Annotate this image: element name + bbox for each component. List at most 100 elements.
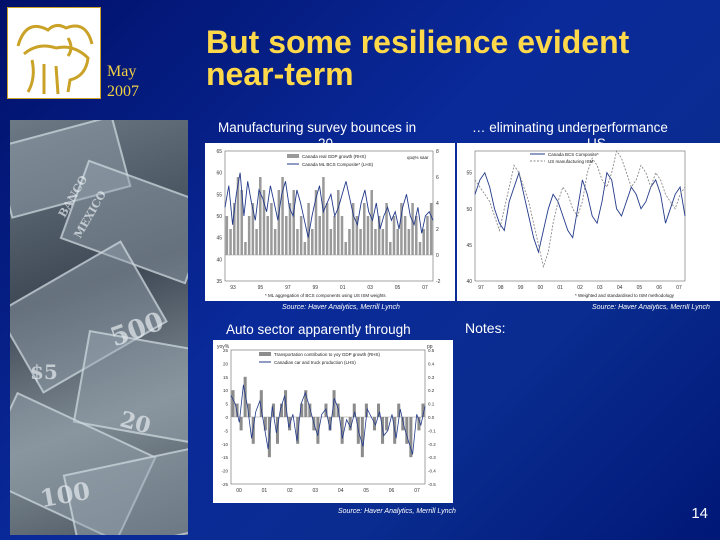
chart3-y-right-tick-label: 0.4	[428, 361, 435, 366]
chart3-y-left-tick-label: -25	[221, 482, 228, 487]
chart1-gdp-bar	[377, 216, 381, 255]
chart3-transport-bar	[364, 403, 368, 417]
chart1-gdp-bar	[251, 203, 255, 255]
chart3-transport-bar	[328, 417, 332, 431]
banknote-collage-image: BANCO MEXICO 500 $5 20 100	[10, 120, 188, 535]
chart1-y-right-tick-label: -2	[436, 279, 441, 285]
chart3-transport-bar	[421, 403, 425, 417]
chart1-gdp-bar	[389, 242, 392, 255]
chart3-transport-bar	[397, 403, 401, 417]
chart3-y-left-tick-label: 15	[223, 375, 229, 380]
chart1-gdp-bar	[307, 203, 310, 255]
chart2-x-tick-label: 03	[597, 285, 603, 291]
chart3-transport-bar	[263, 417, 267, 431]
chart1-gdp-bar	[351, 203, 355, 255]
chart2-x-tick-label: 02	[577, 285, 583, 291]
chart1-footnote: * ML aggregation of BCS components using…	[265, 293, 386, 298]
chart3-x-tick-label: 06	[389, 488, 395, 494]
chart1-gdp-bar	[311, 229, 314, 255]
chart3-x-tick-label: 02	[287, 488, 293, 494]
chart3-x-tick-label: 00	[236, 488, 242, 494]
chart1-gdp-bar	[411, 203, 414, 255]
chart3-transport-bar	[360, 417, 364, 458]
chart1-svg: 35 40 45 50 55 60 65 -2 0 2 4 6 8 93 95 97 99 01 03 05 07 Can…	[216, 149, 441, 298]
chart1-y-right-tick-label: 2	[436, 227, 439, 233]
slide-title-line1: But some resilience evident	[206, 24, 630, 60]
chart2-x-tick-label: 04	[617, 285, 623, 291]
chart1-gdp-bar	[325, 203, 329, 255]
chart3-y-right-tick-label: -0.5	[428, 482, 436, 487]
chart3-transport-bar	[308, 403, 312, 417]
chart1-gdp-bar	[322, 177, 325, 255]
chart3-transport-bar	[259, 390, 263, 417]
chart2-title: … eliminating underperformance US	[472, 120, 717, 144]
chart3-x-tick-label: 03	[313, 488, 319, 494]
chart3-x-tick-label: 05	[363, 488, 369, 494]
chart1-gdp-bar	[363, 203, 366, 255]
chart1-gdp-bar	[273, 229, 277, 255]
chart3-y-right-tick-label: -0.4	[428, 469, 436, 474]
chart1-gdp-bar	[429, 203, 433, 255]
chart3-y-right-tick-label: 0.1	[428, 402, 435, 407]
chart3-transport-bar	[401, 417, 405, 431]
chart2-x-tick-label: 05	[637, 285, 643, 291]
chart1-gdp-bar	[407, 229, 411, 255]
chart3-transport-bar	[340, 417, 344, 444]
chart1-gdp-bar	[392, 216, 396, 255]
chart3-transport-bar	[280, 403, 284, 417]
chart1-y-right-tick-label: 4	[436, 201, 439, 207]
chart2-x-tick-label: 98	[498, 285, 504, 291]
chart3-transport-bar	[300, 403, 304, 417]
chart3-y-right-tick-label: -0.1	[428, 428, 436, 433]
chart1-gdp-bar	[270, 203, 273, 255]
chart1-title-text: Manufacturing survey bounces in	[218, 120, 417, 135]
chart1-gdp-bar	[247, 216, 251, 255]
chart2-series-line	[474, 149, 686, 269]
chart3-y-right-tick-label: 0.2	[428, 388, 435, 393]
chart2-legend-ism: US manufacturing ISM	[548, 159, 594, 164]
chart1-y-left-tick-label: 50	[216, 214, 222, 220]
chart1-gdp-bar	[381, 229, 385, 255]
chart2-series-line	[474, 171, 686, 254]
chart1-gdp-bar	[285, 216, 288, 255]
chart1-gdp-bar	[296, 229, 299, 255]
chart1-x-tick-label: 99	[313, 285, 319, 291]
chart1-gdp-bar	[288, 203, 292, 255]
chart1-x-tick-label: 07	[422, 285, 428, 291]
slide-title: But some resilience evident near-term	[206, 26, 716, 90]
chart3-y-right-tick-label: 0.5	[428, 348, 435, 353]
chart2-x-tick-label: 97	[478, 285, 484, 291]
chart1-y-left-tick-label: 60	[216, 171, 222, 177]
chart1-gdp-bar	[426, 216, 429, 255]
chart3-x-tick-label: 07	[414, 488, 420, 494]
chart1-gdp-bar	[292, 190, 295, 255]
chart1-gdp-bar	[240, 190, 243, 255]
chart1-x-tick-label: 93	[230, 285, 236, 291]
chart3-y-left-tick-label: -20	[221, 469, 228, 474]
chart1-gdp-bar	[340, 216, 344, 255]
chart3-transport-bar	[304, 390, 308, 417]
chart1-gdp-bar	[259, 177, 262, 255]
chart3-transport-bar	[243, 376, 247, 417]
page-number: 14	[691, 505, 708, 522]
chart3-x-tick-label: 04	[338, 488, 344, 494]
chart1-plot-frame	[224, 150, 434, 282]
chart3-transport-bar	[247, 403, 251, 417]
chart3-y-right-tick-label: -0.3	[428, 455, 436, 460]
chart3-y-left-tick-label: 25	[223, 348, 229, 353]
chart3-transport-bar	[348, 417, 352, 431]
chart3-transport-bar	[409, 417, 413, 458]
chart1-gdp-bar	[422, 229, 425, 255]
chart1-source: Source: Haver Analytics, Merrill Lynch	[282, 304, 400, 311]
chart2-title-clipped: US	[587, 136, 606, 144]
chart3-transport-bar	[332, 390, 336, 417]
chart3-legend-production: Canadian car and truck production (LHS)	[274, 360, 356, 365]
chart3-y-left-tick-label: -15	[221, 455, 228, 460]
chart1-gdp-bar	[370, 190, 373, 255]
chart1-title-clipped: 20...	[318, 136, 345, 144]
chart1-gdp-bar	[299, 216, 303, 255]
chart2-title-text: … eliminating underperformance	[472, 120, 668, 135]
chart1-gdp-bar	[318, 216, 321, 255]
chart3-panel: yoy% pp -25 -20 -15 -10 -5 0 5 10 15 20 25 -0.5 -0.4 -0…	[213, 340, 453, 503]
chart1-gdp-bar	[225, 216, 229, 255]
